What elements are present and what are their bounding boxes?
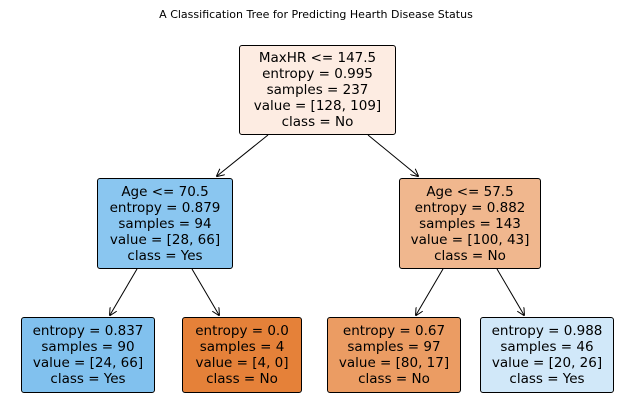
node-rr-value: value = [20, 26] (491, 355, 603, 371)
node-left-class: class = Yes (127, 247, 203, 264)
node-root-samples: samples = 237 (266, 82, 369, 98)
node-left-right: entropy = 0.0 samples = 4 value = [4, 0]… (182, 317, 302, 393)
node-right-split: Age <= 57.5 (426, 183, 514, 200)
edge-right-rr (496, 268, 524, 315)
node-rr-class: class = Yes (509, 371, 585, 387)
edge-left-ll (110, 268, 138, 315)
node-left-left: entropy = 0.837 samples = 90 value = [24… (21, 317, 155, 393)
node-rr-samples: samples = 46 (500, 339, 594, 355)
node-ll-class: class = Yes (50, 371, 126, 387)
diagram-title: A Classification Tree for Predicting Hea… (159, 8, 473, 21)
node-left-value: value = [28, 66] (109, 231, 221, 248)
node-right-right: entropy = 0.988 samples = 46 value = [20… (480, 317, 614, 393)
node-right-entropy: entropy = 0.882 (414, 199, 526, 216)
node-ll-entropy: entropy = 0.837 (32, 323, 144, 339)
node-ll-value: value = [24, 66] (32, 355, 144, 371)
node-root: MaxHR <= 147.5 entropy = 0.995 samples =… (239, 45, 396, 135)
edge-root-left (217, 134, 269, 176)
edge-right-rl (416, 268, 444, 315)
node-right-left: entropy = 0.67 samples = 97 value = [80,… (327, 317, 461, 393)
node-lr-entropy: entropy = 0.0 (195, 323, 289, 339)
node-root-split: MaxHR <= 147.5 (258, 50, 377, 66)
node-root-entropy: entropy = 0.995 (262, 66, 373, 82)
node-ll-samples: samples = 90 (41, 339, 135, 355)
node-right-class: class = No (434, 247, 506, 264)
node-right-value: value = [100, 43] (410, 231, 530, 248)
node-left-samples: samples = 94 (118, 215, 212, 232)
node-rl-class: class = No (358, 371, 430, 387)
node-right: Age <= 57.5 entropy = 0.882 samples = 14… (399, 178, 541, 269)
node-root-class: class = No (281, 114, 354, 130)
node-rl-value: value = [80, 17] (338, 355, 450, 371)
edge-left-lr (191, 268, 219, 315)
node-lr-class: class = No (206, 371, 278, 387)
node-rl-samples: samples = 97 (347, 339, 441, 355)
edge-root-right (367, 134, 418, 176)
node-rl-entropy: entropy = 0.67 (342, 323, 446, 339)
node-rr-entropy: entropy = 0.988 (491, 323, 603, 339)
node-lr-value: value = [4, 0] (195, 355, 289, 371)
node-lr-samples: samples = 4 (199, 339, 285, 355)
node-root-value: value = [128, 109] (253, 98, 382, 114)
node-left-entropy: entropy = 0.879 (109, 199, 221, 216)
node-left: Age <= 70.5 entropy = 0.879 samples = 94… (97, 178, 233, 269)
node-right-samples: samples = 143 (419, 215, 521, 232)
node-left-split: Age <= 70.5 (121, 183, 209, 200)
